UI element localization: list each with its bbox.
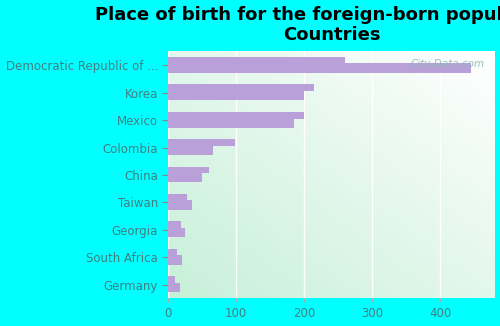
Bar [168,112,304,119]
Bar [168,221,180,228]
Bar [168,167,209,173]
Bar [168,91,304,100]
Bar [168,194,186,201]
Bar [168,145,212,155]
Bar [168,228,186,237]
Title: Place of birth for the foreign-born population -
Countries: Place of birth for the foreign-born popu… [95,6,500,44]
Bar [168,173,202,183]
Bar [168,276,175,283]
Bar [168,63,470,73]
Bar [168,139,235,146]
Bar [168,57,345,64]
Bar [168,200,192,210]
Text: City-Data.com: City-Data.com [410,59,484,69]
Bar [168,283,180,292]
Bar [168,249,177,256]
Bar [168,84,314,91]
Bar [168,255,182,265]
Bar [168,118,294,127]
